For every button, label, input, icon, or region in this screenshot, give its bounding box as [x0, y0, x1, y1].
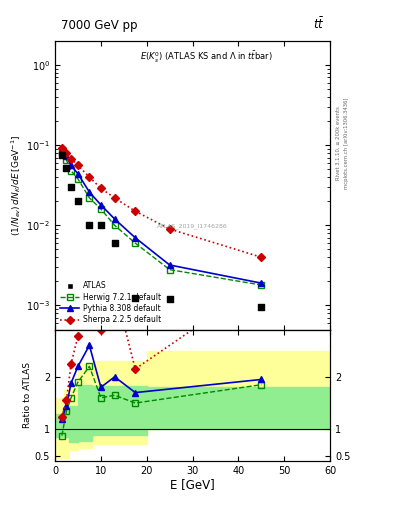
- Point: [86, 221, 93, 229]
- Point: [112, 239, 118, 247]
- Point: [98, 221, 104, 229]
- Point: [132, 293, 138, 302]
- Legend: ATLAS, Herwig 7.2.1 default, Pythia 8.308 default, Sherpa 2.2.5 default: ATLAS, Herwig 7.2.1 default, Pythia 8.30…: [59, 280, 163, 326]
- Y-axis label: $(1/N_{ev})\,dN_K/dE\,[\mathrm{GeV}^{-1}]$: $(1/N_{ev})\,dN_K/dE\,[\mathrm{GeV}^{-1}…: [9, 135, 24, 236]
- Text: mcplots.cern.ch [arXiv:1306.3436]: mcplots.cern.ch [arXiv:1306.3436]: [344, 98, 349, 189]
- Point: [59, 151, 65, 159]
- X-axis label: E [GeV]: E [GeV]: [170, 478, 215, 492]
- Text: Rivet 3.1.10, ≥ 200k events: Rivet 3.1.10, ≥ 200k events: [336, 106, 341, 180]
- Text: $t\bar{t}$: $t\bar{t}$: [313, 17, 325, 32]
- Point: [167, 295, 173, 303]
- Text: ATLAS_2019_I1746286: ATLAS_2019_I1746286: [157, 223, 228, 228]
- Text: 7000 GeV pp: 7000 GeV pp: [61, 19, 137, 32]
- Y-axis label: Ratio to ATLAS: Ratio to ATLAS: [23, 362, 32, 428]
- Point: [63, 164, 70, 172]
- Point: [75, 197, 81, 205]
- Point: [258, 303, 264, 311]
- Point: [68, 183, 74, 191]
- Text: $E(K_s^0)$ (ATLAS KS and $\Lambda$ in $t\bar{t}$bar): $E(K_s^0)$ (ATLAS KS and $\Lambda$ in $t…: [140, 50, 273, 65]
